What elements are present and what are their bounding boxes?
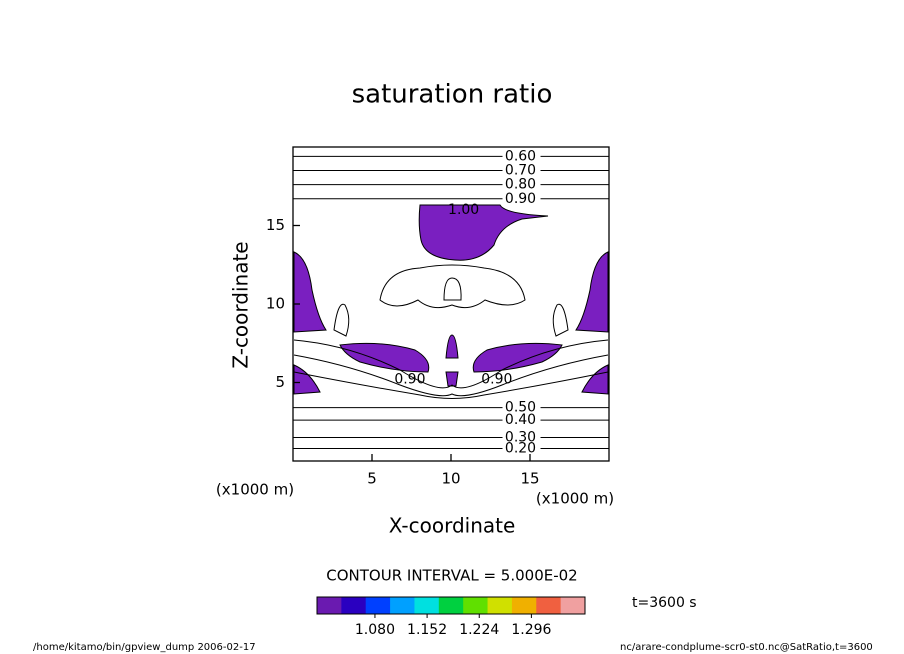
chart-title: saturation ratio — [352, 80, 553, 110]
axis-unit: (x1000 m) — [536, 490, 614, 508]
contour-interval: CONTOUR INTERVAL = 5.000E-02 — [326, 567, 577, 585]
contour-line — [293, 339, 609, 389]
time-label: t=3600 s — [632, 595, 697, 611]
colorbar-segment — [438, 597, 464, 614]
region — [445, 334, 459, 359]
contour-label: 0.90 — [505, 191, 536, 207]
contour-line — [552, 303, 569, 337]
axis-unit: (x1000 m) — [216, 481, 294, 499]
colorbar-frame — [316, 596, 586, 615]
colorbar-segment — [317, 597, 342, 614]
colorbar-tick-label: 1.296 — [511, 622, 551, 638]
contour-label: 0.20 — [505, 440, 536, 456]
contour-label: 0.80 — [505, 177, 536, 193]
y-tick-label: 10 — [266, 295, 285, 313]
contour-label: 0.60 — [505, 148, 536, 164]
contour-line — [443, 277, 462, 301]
footer-left: /home/kitamo/bin/gpview_dump 2006-02-17 — [33, 642, 256, 653]
contour-label: 0.90 — [481, 371, 512, 387]
y-tick-label: 5 — [275, 373, 285, 391]
colorbar-segment — [463, 597, 489, 614]
colorbar-segment — [365, 597, 391, 614]
contour-line — [293, 354, 609, 397]
x-tick-label: 15 — [520, 470, 539, 488]
region — [339, 342, 430, 373]
region — [575, 251, 609, 333]
colorbar-segment — [560, 597, 586, 614]
y-tick-label: 15 — [266, 216, 285, 234]
x-axis-label: X-coordinate — [389, 514, 516, 538]
contour-label: 0.40 — [505, 412, 536, 428]
contour-line — [333, 303, 350, 337]
contour-label: 0.70 — [505, 163, 536, 179]
contour-line — [293, 371, 609, 399]
contour-lines — [293, 264, 609, 399]
colorbar-segment — [536, 597, 562, 614]
colorbar-tick-label: 1.152 — [407, 622, 447, 638]
colorbar-tick-label: 1.080 — [355, 622, 395, 638]
colorbar-segment — [487, 597, 513, 614]
plot-frame — [292, 146, 610, 462]
footer-right: nc/arare-condplume-scr0-st0.nc@SatRatio,… — [620, 642, 873, 653]
region — [445, 371, 459, 387]
region — [293, 364, 321, 395]
contour-label: 0.30 — [505, 429, 536, 445]
supersaturated-regions — [293, 204, 609, 395]
contour-label: 0.90 — [394, 371, 425, 387]
y-axis-label: Z-coordinate — [229, 241, 253, 368]
colorbar-segment — [511, 597, 537, 614]
contour-label: 1.00 — [448, 202, 479, 218]
x-tick-label: 10 — [441, 470, 460, 488]
contour-line — [379, 264, 526, 309]
colorbar-segment — [390, 597, 415, 614]
colorbar-segment — [341, 597, 367, 614]
region — [581, 364, 609, 395]
region — [418, 204, 549, 261]
colorbar-tick-label: 1.224 — [459, 622, 499, 638]
region — [293, 251, 327, 333]
x-tick-label: 5 — [367, 470, 377, 488]
colorbar-segment — [414, 597, 440, 614]
contour-label: 0.50 — [505, 400, 536, 416]
region — [472, 342, 563, 373]
